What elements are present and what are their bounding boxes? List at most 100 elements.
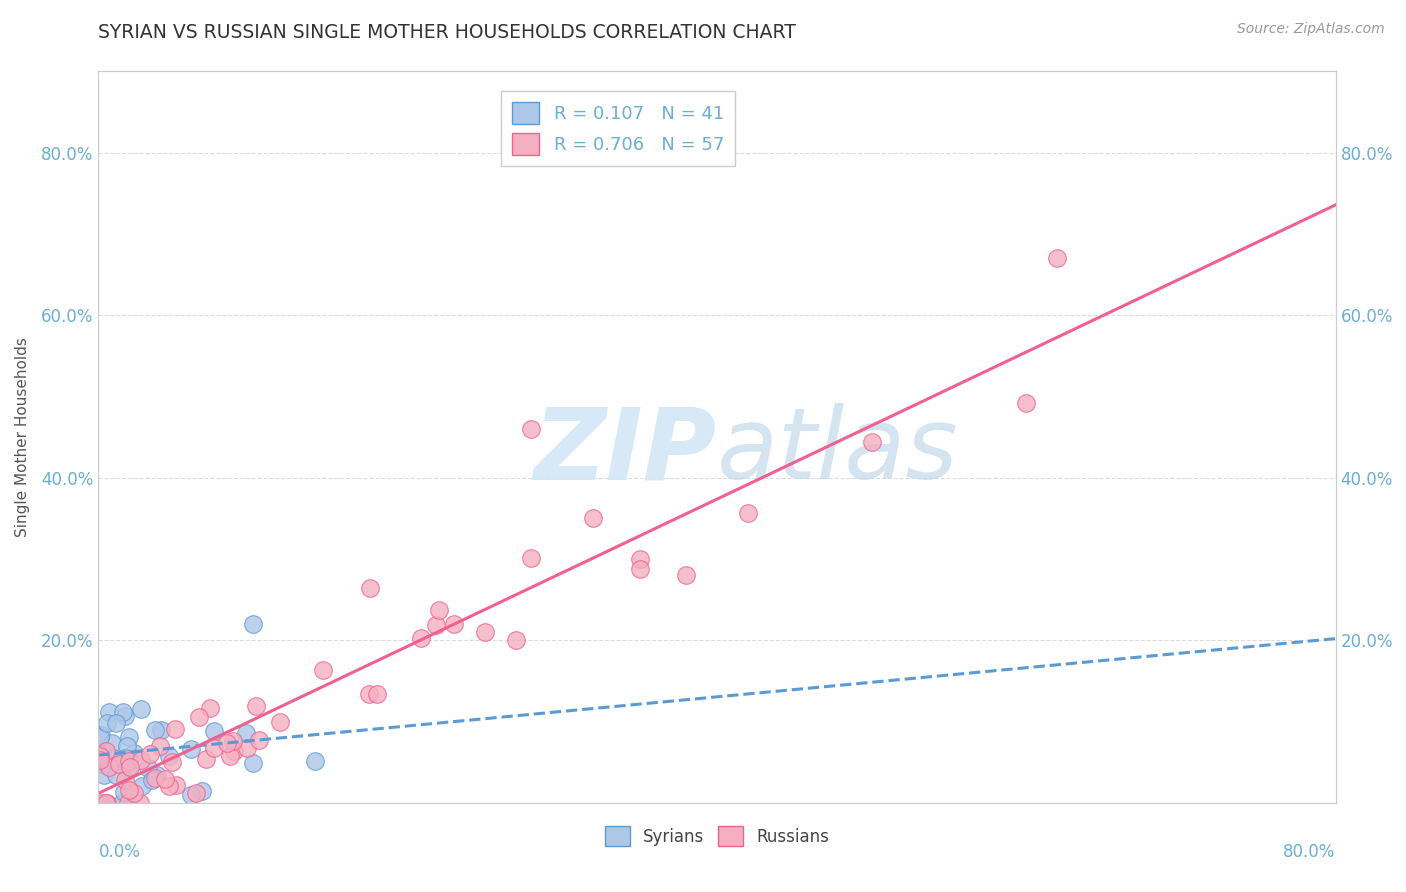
Point [149,739,172,753]
Point [131,779,153,793]
Point [474,625,496,640]
Point [118,754,141,768]
Point [89,730,111,744]
Point [90,729,112,743]
Point [117,761,139,775]
Point [187,710,209,724]
Text: 80.0%: 80.0% [1284,843,1336,861]
Point [143,772,166,786]
Legend: Syrians, Russians: Syrians, Russians [599,820,835,853]
Point [247,732,270,747]
Point [105,767,128,781]
Point [180,788,202,802]
Point [242,756,264,771]
Point [129,702,152,716]
Point [110,753,132,767]
Point [118,782,141,797]
Point [114,772,136,787]
Point [366,687,388,701]
Text: ZIP: ZIP [534,403,717,500]
Point [112,784,135,798]
Point [304,754,326,768]
Point [165,722,187,736]
Point [100,757,122,772]
Point [245,698,267,713]
Point [198,701,221,715]
Point [236,740,259,755]
Point [114,751,136,765]
Point [186,786,208,800]
Point [425,617,447,632]
Point [357,688,380,702]
Point [150,723,173,737]
Point [89,748,111,763]
Point [427,603,450,617]
Point [737,506,759,520]
Point [520,551,543,566]
Point [191,783,214,797]
Point [97,760,120,774]
Point [136,761,159,775]
Point [520,422,543,436]
Point [122,746,145,760]
Point [111,796,134,810]
Y-axis label: Single Mother Households: Single Mother Households [15,337,30,537]
Point [105,756,128,771]
Point [860,434,883,449]
Point [118,760,141,774]
Point [242,617,264,632]
Point [115,739,138,754]
Point [129,753,152,767]
Point [96,796,118,810]
Point [117,796,139,810]
Point [675,568,697,582]
Point [628,562,651,576]
Text: 0.0%: 0.0% [98,843,141,861]
Point [90,743,112,757]
Text: atlas: atlas [717,403,959,500]
Point [628,552,651,566]
Point [582,511,605,525]
Point [195,752,218,766]
Point [146,768,169,782]
Point [89,753,111,767]
Point [157,749,180,764]
Point [129,796,152,810]
Point [111,705,134,719]
Point [217,736,239,750]
Point [409,631,432,645]
Point [97,757,120,772]
Point [100,736,122,750]
Point [101,750,124,764]
Point [1015,396,1038,410]
Text: SYRIAN VS RUSSIAN SINGLE MOTHER HOUSEHOLDS CORRELATION CHART: SYRIAN VS RUSSIAN SINGLE MOTHER HOUSEHOL… [98,23,796,42]
Point [160,756,183,770]
Point [222,733,245,747]
Point [202,741,225,756]
Point [105,715,128,730]
Point [359,581,381,595]
Point [90,796,112,810]
Point [153,772,176,787]
Point [94,796,117,810]
Point [157,779,180,793]
Point [93,768,115,782]
Point [505,633,527,648]
Point [180,742,202,756]
Point [269,715,291,730]
Point [90,757,112,772]
Point [443,617,465,632]
Point [94,744,117,758]
Point [141,772,163,787]
Point [224,744,246,758]
Point [122,786,145,800]
Point [114,708,136,723]
Point [235,726,257,740]
Text: Source: ZipAtlas.com: Source: ZipAtlas.com [1237,22,1385,37]
Point [118,731,141,745]
Point [202,724,225,739]
Point [96,715,118,730]
Point [114,752,136,766]
Point [97,705,120,719]
Point [139,747,162,762]
